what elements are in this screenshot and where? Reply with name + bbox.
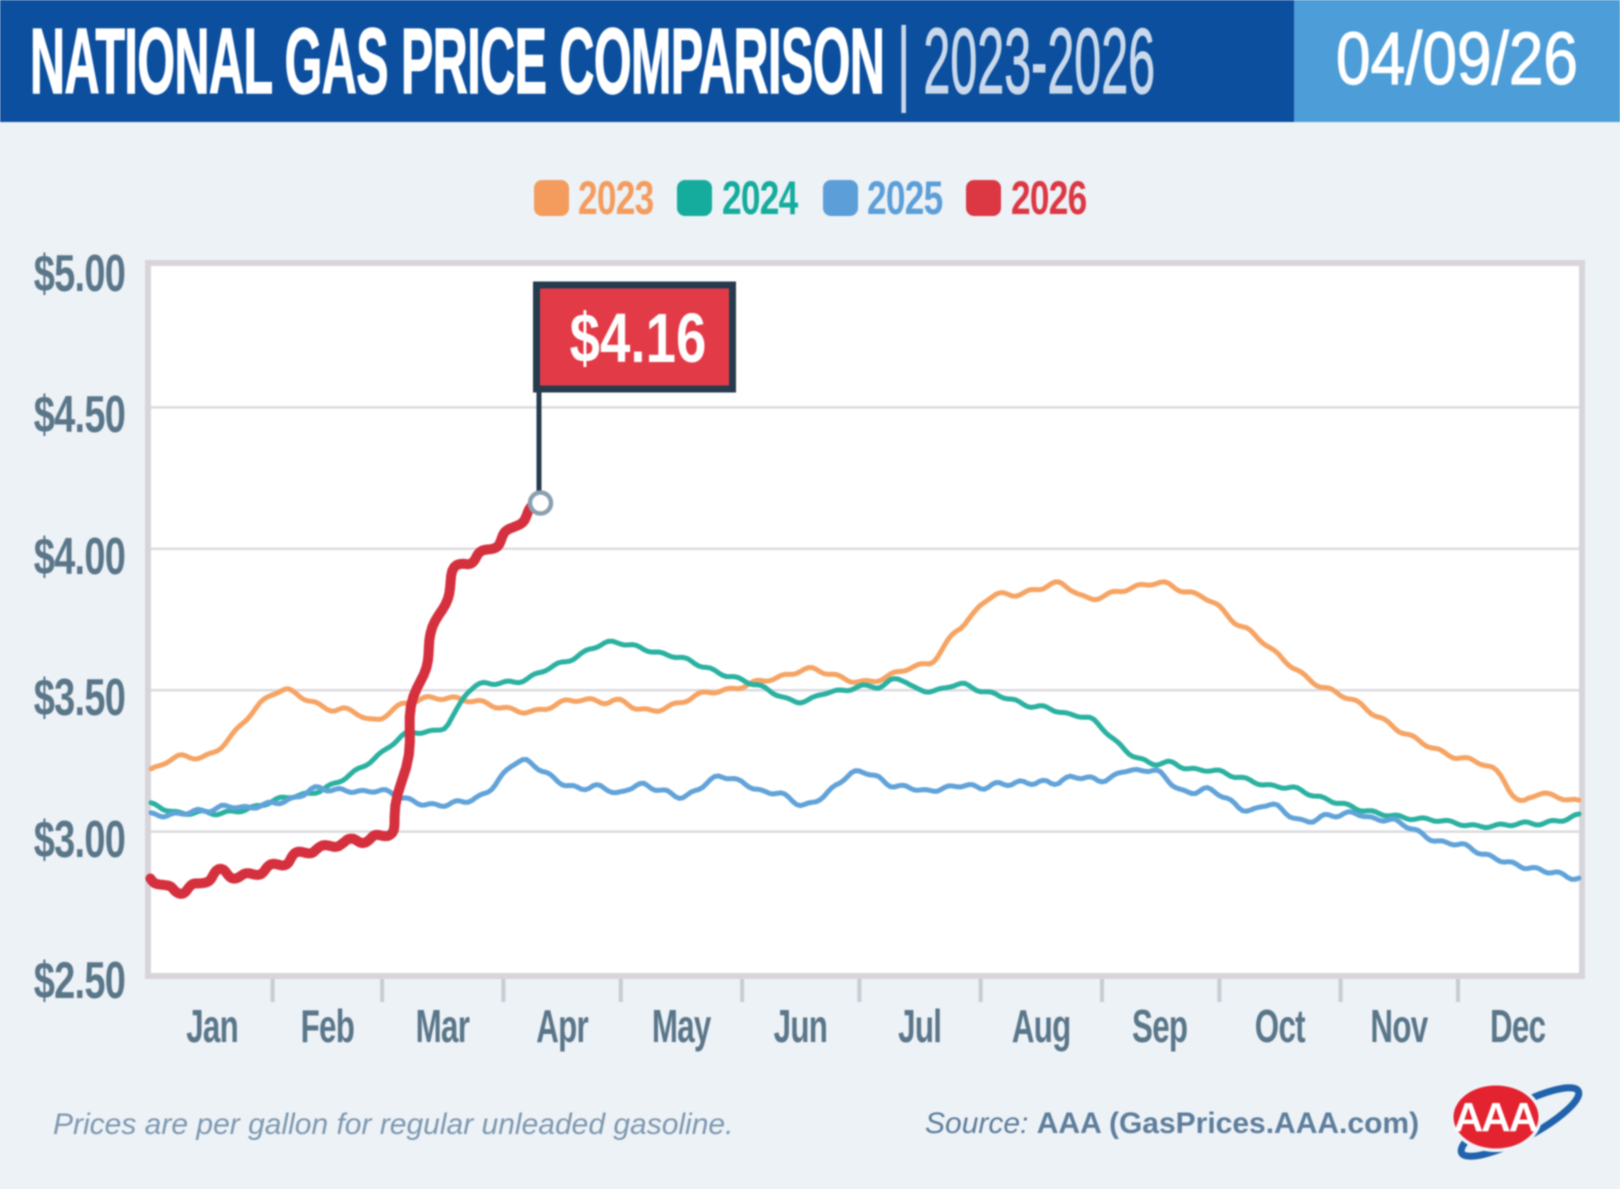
svg-text:AAA: AAA bbox=[1454, 1094, 1538, 1140]
